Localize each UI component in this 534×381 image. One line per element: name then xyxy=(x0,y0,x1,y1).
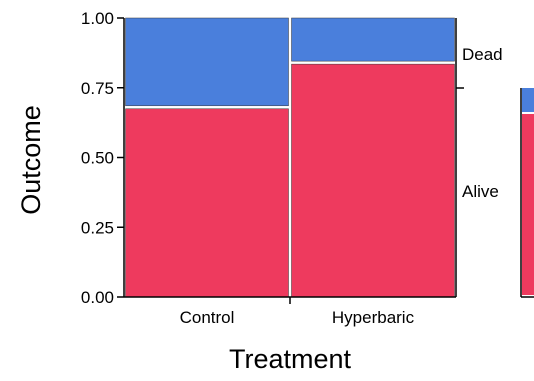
plot-marks xyxy=(125,17,455,298)
outcome-label-dead: Dead xyxy=(462,45,503,64)
mosaic-cell-hyperbaric-alive xyxy=(291,63,455,298)
mosaic-cell-control-dead xyxy=(125,17,289,107)
x-ticks: Control Hyperbaric xyxy=(180,297,415,327)
y-tick-label: 1.00 xyxy=(81,9,114,28)
x-category-label: Hyperbaric xyxy=(332,308,415,327)
mosaic-cell-hyperbaric-dead xyxy=(291,17,455,62)
y-tick-label: 0.25 xyxy=(81,218,114,237)
outcome-label-alive: Alive xyxy=(462,182,499,201)
x-axis-title: Treatment xyxy=(229,344,352,374)
y-tick-label: 0.75 xyxy=(81,79,114,98)
partial-panel-dead-segment xyxy=(522,88,534,112)
y-ticks: 0.00 0.25 0.50 0.75 1.00 xyxy=(81,9,124,307)
partial-adjacent-panel xyxy=(520,88,534,298)
y-tick-label: 0.50 xyxy=(81,149,114,168)
mosaic-cell-control-alive xyxy=(125,108,289,298)
y-tick-label: 0.00 xyxy=(81,288,114,307)
x-category-label: Control xyxy=(180,308,235,327)
partial-panel-alive-segment xyxy=(522,114,534,295)
y-axis-title: Outcome xyxy=(16,105,46,215)
